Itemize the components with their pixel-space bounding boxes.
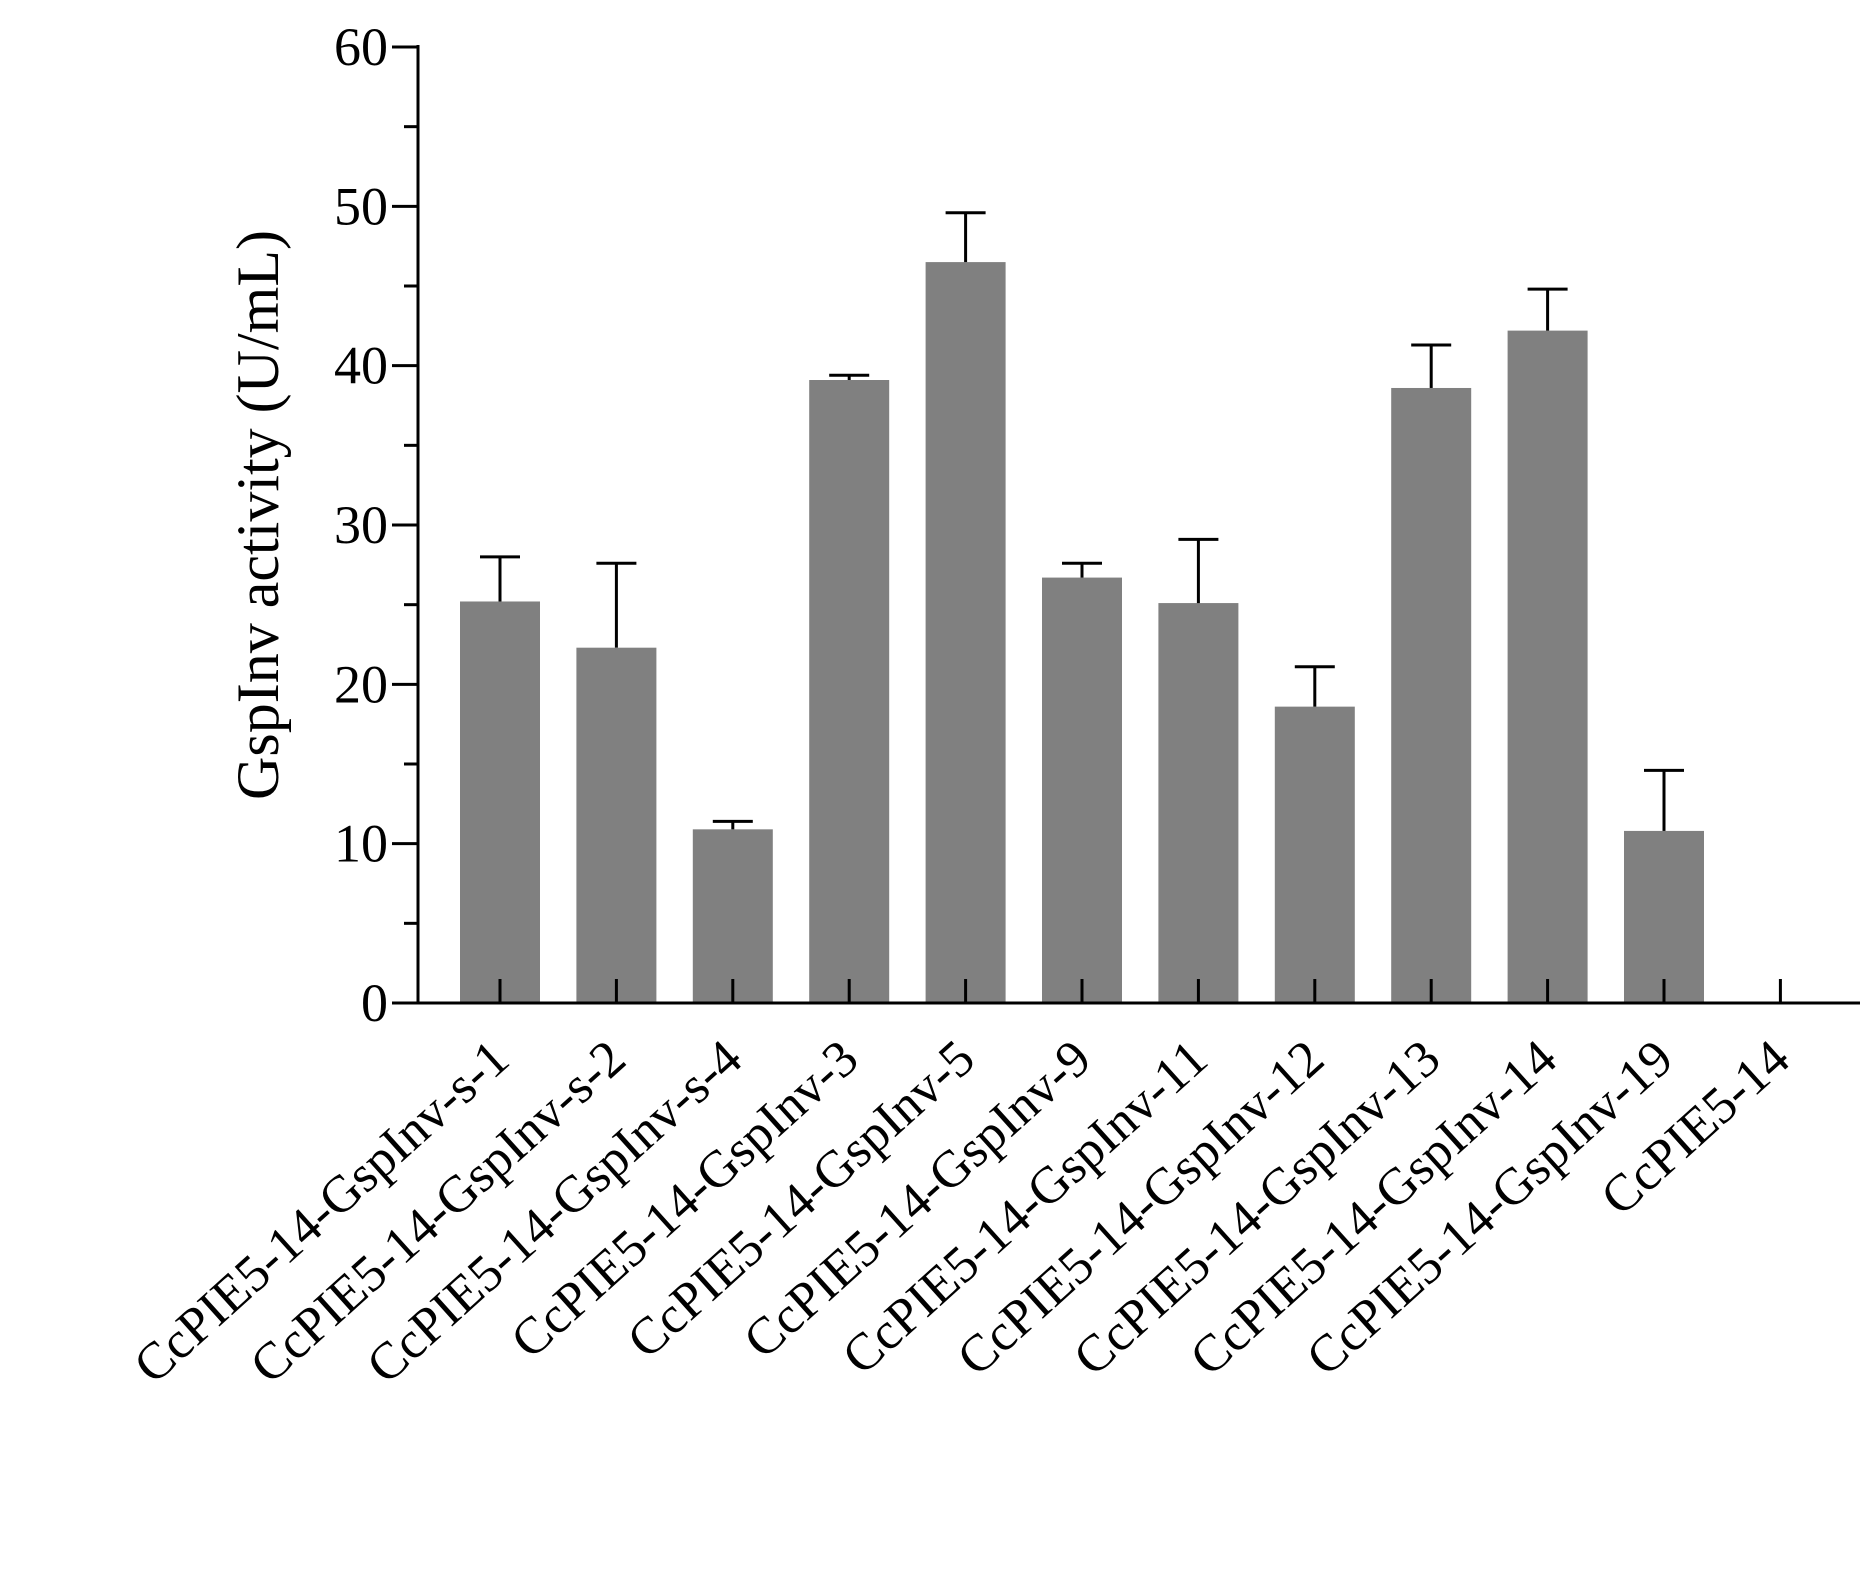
y-tick-label: 20 <box>334 654 388 714</box>
y-tick-label: 40 <box>334 336 388 396</box>
y-tick-label: 30 <box>334 495 388 555</box>
x-tick-labels-group: CcPIE5-14-GspInv-s-1CcPIE5-14-GspInv-s-2… <box>123 1030 1800 1395</box>
bar <box>1042 577 1122 1003</box>
x-ticks-group <box>498 979 1782 1003</box>
bar <box>925 262 1006 1004</box>
bar <box>692 829 773 1003</box>
y-tick-label: 50 <box>334 176 388 236</box>
y-tick-label: 60 <box>334 17 388 77</box>
y-tick-label: 10 <box>334 814 388 874</box>
bars-group <box>460 262 1704 1004</box>
y-ticks-group: 0 10 20 30 40 50 60 <box>334 17 418 1033</box>
bar <box>460 601 540 1003</box>
bar <box>1158 603 1239 1003</box>
bar <box>1274 706 1355 1003</box>
bar <box>576 647 657 1003</box>
bar <box>809 380 890 1003</box>
bar <box>1391 387 1472 1003</box>
bar <box>1624 830 1704 1003</box>
error-bars-group <box>480 211 1684 831</box>
y-axis-title: GspInv activity (U/mL) <box>225 230 291 800</box>
bar <box>1507 330 1588 1003</box>
y-tick-label: 0 <box>361 973 388 1033</box>
